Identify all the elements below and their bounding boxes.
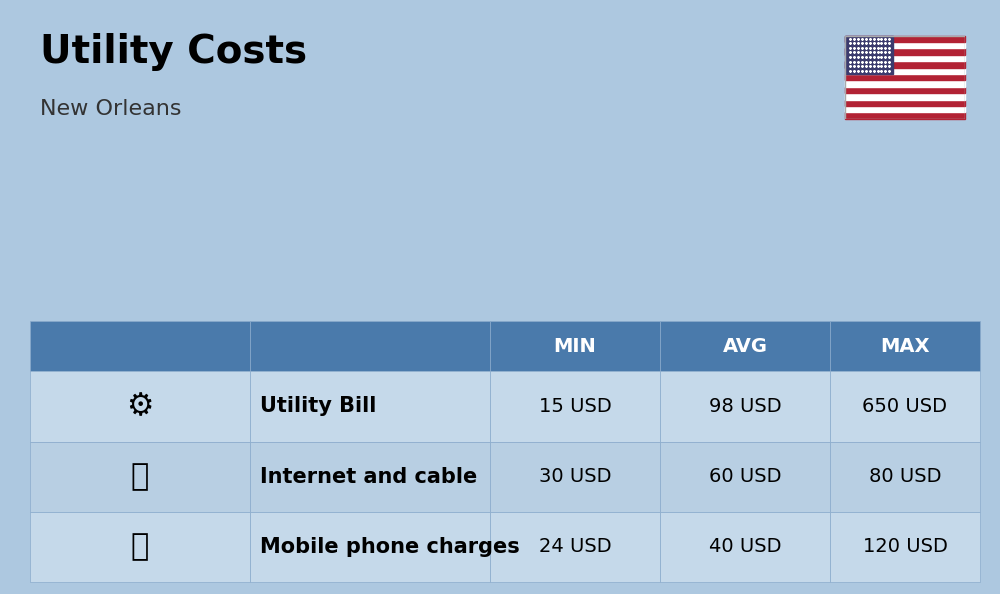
Bar <box>845 42 965 49</box>
Text: 30 USD: 30 USD <box>539 467 611 486</box>
FancyBboxPatch shape <box>250 441 490 512</box>
FancyBboxPatch shape <box>830 441 980 512</box>
Bar <box>845 112 965 119</box>
FancyBboxPatch shape <box>660 512 830 582</box>
Text: 98 USD: 98 USD <box>709 397 781 416</box>
FancyBboxPatch shape <box>30 441 250 512</box>
Bar <box>845 55 965 61</box>
Bar <box>845 93 965 100</box>
Text: ⚙: ⚙ <box>126 392 154 421</box>
Text: 650 USD: 650 USD <box>862 397 948 416</box>
Bar <box>845 106 965 112</box>
FancyBboxPatch shape <box>830 512 980 582</box>
FancyBboxPatch shape <box>660 441 830 512</box>
Bar <box>845 36 893 74</box>
FancyBboxPatch shape <box>250 512 490 582</box>
Text: AVG: AVG <box>723 337 768 355</box>
Text: 80 USD: 80 USD <box>869 467 941 486</box>
FancyBboxPatch shape <box>830 371 980 441</box>
FancyBboxPatch shape <box>490 321 660 371</box>
FancyBboxPatch shape <box>490 441 660 512</box>
Text: MIN: MIN <box>554 337 596 355</box>
Bar <box>845 61 965 68</box>
Bar <box>845 74 965 80</box>
Text: MAX: MAX <box>880 337 930 355</box>
Bar <box>845 49 965 55</box>
Text: 15 USD: 15 USD <box>539 397 611 416</box>
Text: Internet and cable: Internet and cable <box>260 467 477 486</box>
Text: 24 USD: 24 USD <box>539 538 611 557</box>
Text: 60 USD: 60 USD <box>709 467 781 486</box>
Bar <box>845 100 965 106</box>
FancyBboxPatch shape <box>30 512 250 582</box>
FancyBboxPatch shape <box>490 512 660 582</box>
FancyBboxPatch shape <box>30 321 250 371</box>
Text: 40 USD: 40 USD <box>709 538 781 557</box>
FancyBboxPatch shape <box>830 321 980 371</box>
Text: 120 USD: 120 USD <box>863 538 947 557</box>
FancyBboxPatch shape <box>490 371 660 441</box>
FancyBboxPatch shape <box>660 321 830 371</box>
FancyBboxPatch shape <box>250 321 490 371</box>
Text: New Orleans: New Orleans <box>40 99 182 119</box>
Bar <box>845 87 965 93</box>
Bar <box>845 36 965 42</box>
Text: Mobile phone charges: Mobile phone charges <box>260 537 520 557</box>
Text: 📱: 📱 <box>131 532 149 561</box>
Bar <box>845 80 965 87</box>
FancyBboxPatch shape <box>250 371 490 441</box>
FancyBboxPatch shape <box>30 371 250 441</box>
Text: Utility Costs: Utility Costs <box>40 33 307 71</box>
Text: 📡: 📡 <box>131 462 149 491</box>
Bar <box>845 68 965 74</box>
FancyBboxPatch shape <box>660 371 830 441</box>
Text: Utility Bill: Utility Bill <box>260 396 376 416</box>
